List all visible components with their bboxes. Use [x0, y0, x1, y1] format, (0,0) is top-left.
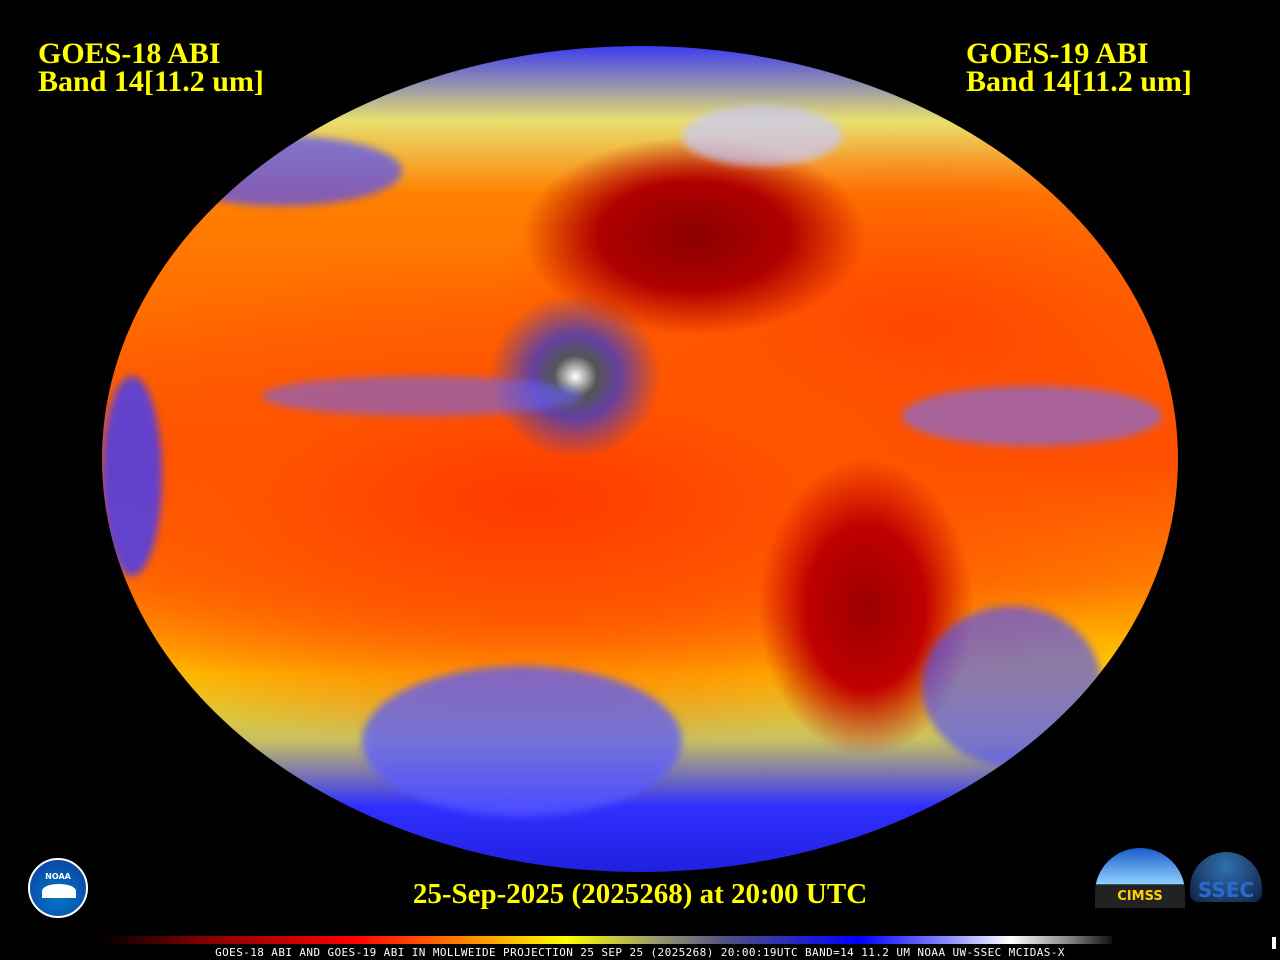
temperature-colorbar [100, 936, 1112, 944]
cloud-band [162, 136, 402, 206]
noaa-logo: NOAA [28, 858, 88, 918]
noaa-logo-text: NOAA [45, 872, 71, 881]
cloud-band [922, 606, 1102, 766]
cloud-band [902, 386, 1162, 446]
left-band-label: Band 14[11.2 um] [38, 65, 264, 98]
noaa-bird-icon [42, 884, 76, 898]
colorbar-marker [1272, 937, 1276, 949]
cloud-band [682, 106, 842, 166]
left-satellite-title: GOES-18 ABI Band 14[11.2 um] [38, 37, 264, 98]
ssec-logo: SSEC [1190, 852, 1262, 902]
right-satellite-title: GOES-19 ABI Band 14[11.2 um] [966, 37, 1192, 98]
satellite-globe-image [102, 46, 1178, 872]
left-satellite-name: GOES-18 ABI [38, 37, 221, 70]
image-caption: GOES-18 ABI AND GOES-19 ABI IN MOLLWEIDE… [215, 946, 1065, 959]
date-time-label: 25-Sep-2025 (2025268) at 20:00 UTC [412, 878, 868, 910]
cloud-band [262, 376, 582, 416]
right-satellite-name: GOES-19 ABI [966, 37, 1149, 70]
cloud-band [102, 376, 162, 576]
cimss-logo: CIMSS [1095, 848, 1185, 908]
ssec-logo-text: SSEC [1197, 878, 1255, 902]
cimss-logo-text: CIMSS [1117, 889, 1163, 904]
cloud-band [362, 666, 682, 816]
right-band-label: Band 14[11.2 um] [966, 65, 1192, 98]
